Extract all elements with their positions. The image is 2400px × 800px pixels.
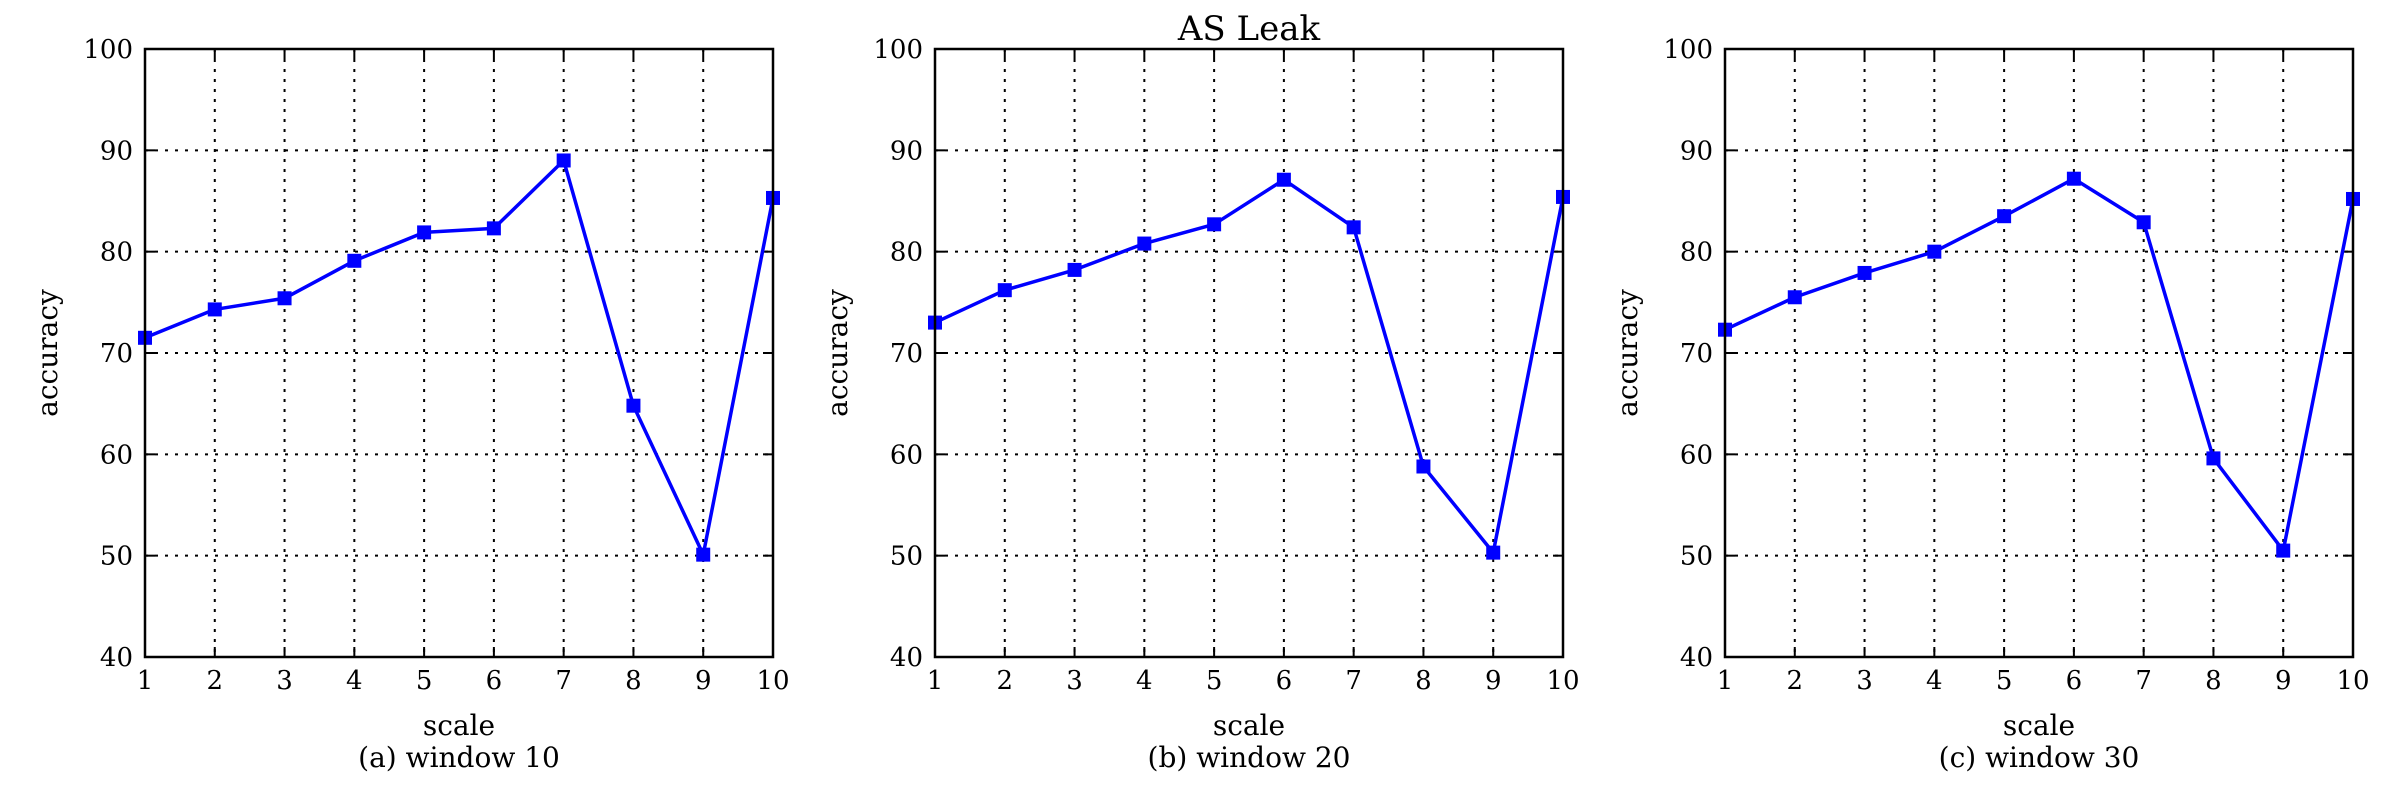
x-tick-label: 3 [1066, 666, 1083, 696]
y-tick-label: 100 [873, 35, 923, 65]
chart-panel-1: 1 2 3 4 5 6 7 8 9 10 40 50 60 70 80 90 100 scale accuracy (… [31, 35, 790, 774]
x-axis-label: scale [423, 709, 495, 742]
data-point-marker [277, 291, 292, 306]
y-tick-label: 80 [1680, 238, 1713, 268]
y-tick-label: 50 [1680, 542, 1713, 572]
y-tick-label: 100 [1663, 35, 1713, 65]
x-tick-label: 1 [927, 666, 944, 696]
x-tick-label: 8 [2205, 666, 2222, 696]
x-tick-label: 7 [555, 666, 572, 696]
x-tick-label: 4 [1926, 666, 1943, 696]
panel-caption: (c) window 30 [1939, 741, 2140, 774]
y-tick-label: 60 [1680, 440, 1713, 470]
data-point-marker [1486, 545, 1501, 560]
chart-panel-2: 1 2 3 4 5 6 7 8 9 10 40 50 60 70 80 90 100 scale accuracy (… [821, 35, 1580, 774]
data-point-marker [2276, 543, 2291, 558]
data-point-marker [1787, 290, 1802, 305]
data-point-marker [207, 302, 222, 317]
data-point-marker [696, 547, 711, 562]
x-tick-label: 5 [1996, 666, 2013, 696]
x-tick-label: 10 [2336, 666, 2369, 696]
y-tick-label: 60 [100, 440, 133, 470]
data-point-marker [1067, 262, 1082, 277]
data-point-marker [1207, 217, 1222, 232]
figure-title: AS Leak [1177, 9, 1321, 49]
x-tick-label: 5 [1206, 666, 1223, 696]
y-tick-label: 90 [1680, 136, 1713, 166]
y-tick-label: 90 [100, 136, 133, 166]
x-tick-label: 3 [276, 666, 293, 696]
x-tick-label: 8 [625, 666, 642, 696]
data-point-marker [556, 153, 571, 168]
series-line [1724, 176, 2355, 553]
y-tick-label: 50 [890, 542, 923, 572]
y-tick-label: 40 [100, 643, 133, 673]
panel-caption: (a) window 10 [358, 741, 560, 774]
y-tick-label: 90 [890, 136, 923, 166]
data-point-marker [417, 225, 432, 240]
x-axis-label: scale [2003, 709, 2075, 742]
x-tick-label: 6 [2066, 666, 2083, 696]
x-tick-label: 8 [1415, 666, 1432, 696]
x-tick-label: 6 [1276, 666, 1293, 696]
data-point-marker [1416, 459, 1431, 474]
x-tick-label: 2 [997, 666, 1014, 696]
y-tick-label: 60 [890, 440, 923, 470]
data-point-marker [1137, 236, 1152, 251]
x-tick-label: 10 [1546, 666, 1579, 696]
y-tick-label: 50 [100, 542, 133, 572]
y-tick-label: 40 [1680, 643, 1713, 673]
x-tick-label: 3 [1856, 666, 1873, 696]
y-axis-label: accuracy [821, 289, 854, 417]
x-tick-label: 4 [346, 666, 363, 696]
data-point-marker [2066, 171, 2081, 186]
data-point-marker [486, 221, 501, 236]
chart-panel-3: 1 2 3 4 5 6 7 8 9 10 40 50 60 70 80 90 100 scale accuracy (… [1611, 35, 2370, 774]
y-tick-label: 80 [890, 238, 923, 268]
plot-frame [1723, 47, 2355, 659]
data-point-marker [997, 283, 1012, 298]
y-tick-label: 100 [83, 35, 133, 65]
y-tick-label: 70 [100, 339, 133, 369]
data-point-marker [626, 398, 641, 413]
data-point-marker [1927, 244, 1942, 259]
data-point-marker [1276, 172, 1291, 187]
x-tick-label: 9 [2275, 666, 2292, 696]
plot-frame [143, 47, 775, 659]
data-point-marker [1997, 209, 2012, 224]
data-point-marker [2136, 215, 2151, 230]
x-tick-label: 4 [1136, 666, 1153, 696]
y-tick-label: 70 [1680, 339, 1713, 369]
data-point-marker [2206, 451, 2221, 466]
data-point-marker [1346, 220, 1361, 235]
y-tick-label: 40 [890, 643, 923, 673]
series-line [934, 177, 1565, 555]
data-point-marker [347, 253, 362, 268]
y-axis-label: accuracy [31, 289, 64, 417]
series-line [144, 158, 775, 557]
x-tick-label: 7 [2135, 666, 2152, 696]
y-tick-label: 70 [890, 339, 923, 369]
x-tick-label: 2 [1787, 666, 1804, 696]
x-tick-label: 10 [756, 666, 789, 696]
x-tick-label: 2 [207, 666, 224, 696]
x-tick-label: 7 [1345, 666, 1362, 696]
x-tick-label: 1 [137, 666, 154, 696]
x-tick-label: 9 [695, 666, 712, 696]
y-axis-label: accuracy [1611, 289, 1644, 417]
panel-caption: (b) window 20 [1148, 741, 1351, 774]
x-tick-label: 1 [1717, 666, 1734, 696]
x-tick-label: 9 [1485, 666, 1502, 696]
x-tick-label: 6 [486, 666, 503, 696]
y-tick-label: 80 [100, 238, 133, 268]
data-point-marker [1857, 265, 1872, 280]
x-axis-label: scale [1213, 709, 1285, 742]
plot-frame [933, 47, 1565, 659]
x-tick-label: 5 [416, 666, 433, 696]
